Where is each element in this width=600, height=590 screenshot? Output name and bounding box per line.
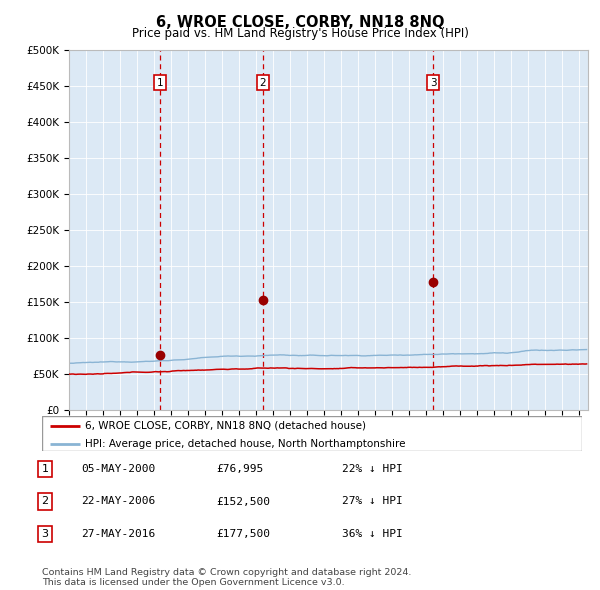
Text: 2: 2 (41, 497, 49, 506)
Text: 1: 1 (157, 77, 164, 87)
Text: 36% ↓ HPI: 36% ↓ HPI (342, 529, 403, 539)
Text: 3: 3 (41, 529, 49, 539)
Text: £152,500: £152,500 (216, 497, 270, 506)
Text: Contains HM Land Registry data © Crown copyright and database right 2024.
This d: Contains HM Land Registry data © Crown c… (42, 568, 412, 587)
Text: 22-MAY-2006: 22-MAY-2006 (81, 497, 155, 506)
Text: £76,995: £76,995 (216, 464, 263, 474)
Text: 27% ↓ HPI: 27% ↓ HPI (342, 497, 403, 506)
Text: 6, WROE CLOSE, CORBY, NN18 8NQ: 6, WROE CLOSE, CORBY, NN18 8NQ (156, 15, 444, 30)
Text: 22% ↓ HPI: 22% ↓ HPI (342, 464, 403, 474)
Text: 1: 1 (41, 464, 49, 474)
Text: 05-MAY-2000: 05-MAY-2000 (81, 464, 155, 474)
Text: 27-MAY-2016: 27-MAY-2016 (81, 529, 155, 539)
Text: Price paid vs. HM Land Registry's House Price Index (HPI): Price paid vs. HM Land Registry's House … (131, 27, 469, 40)
FancyBboxPatch shape (42, 416, 582, 451)
Text: 6, WROE CLOSE, CORBY, NN18 8NQ (detached house): 6, WROE CLOSE, CORBY, NN18 8NQ (detached… (85, 421, 366, 431)
Text: £177,500: £177,500 (216, 529, 270, 539)
Text: HPI: Average price, detached house, North Northamptonshire: HPI: Average price, detached house, Nort… (85, 438, 406, 448)
Text: 3: 3 (430, 77, 436, 87)
Text: 2: 2 (260, 77, 266, 87)
